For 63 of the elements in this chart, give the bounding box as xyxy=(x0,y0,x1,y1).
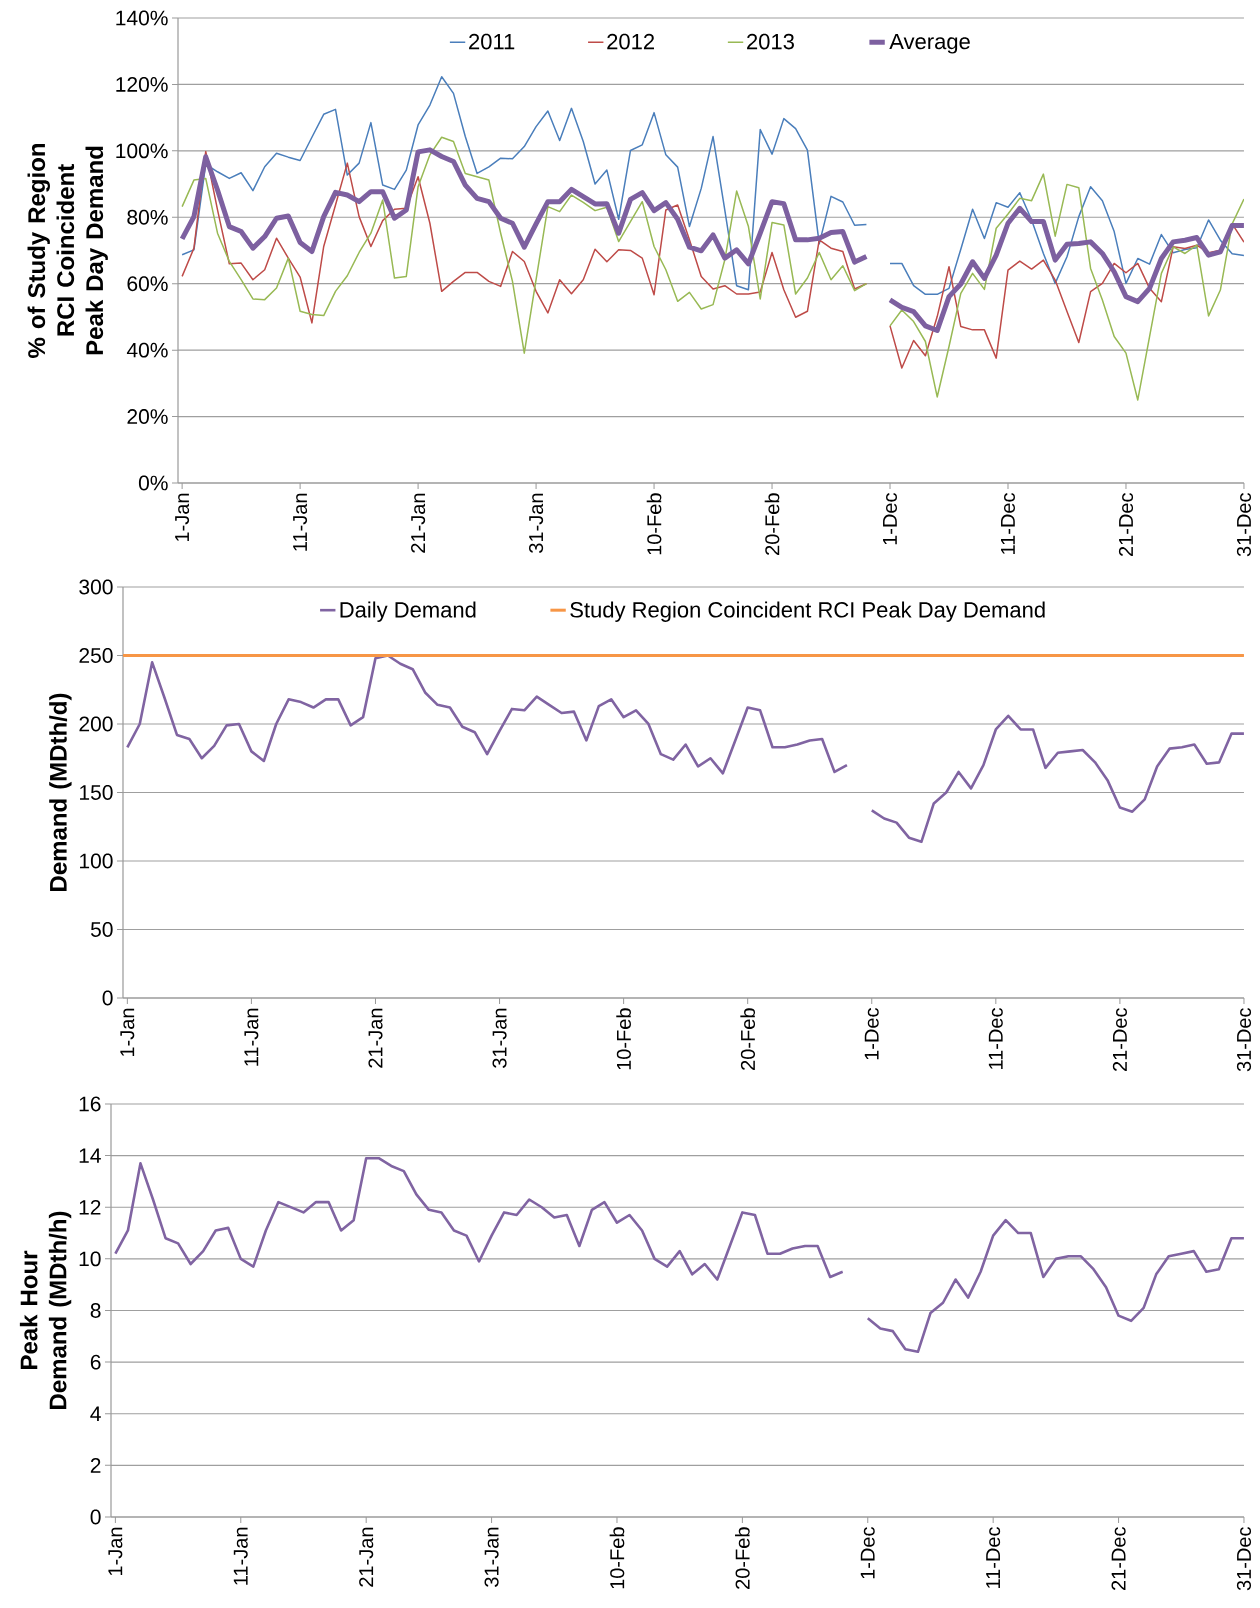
y-tick-label: 16 xyxy=(79,1096,101,1112)
legend-label: 2012 xyxy=(607,33,654,50)
y-tick-label: 250 xyxy=(79,648,113,663)
x-tick-label: 20-Feb xyxy=(735,1527,750,1589)
x-tick-label: 31-Dec xyxy=(1236,493,1252,557)
y-axis-title: Peak Hour Demand (MDth/h) xyxy=(19,1211,72,1409)
y-tick-label: 80% xyxy=(127,209,168,225)
x-tick-label: 21-Jan xyxy=(411,493,426,553)
x-tick-label: 21-Dec xyxy=(1111,1527,1126,1590)
x-tick-label: 31-Jan xyxy=(484,1527,499,1587)
x-tick-label: 21-Dec xyxy=(1112,1008,1127,1071)
y-tick-label: 50 xyxy=(90,922,113,937)
y-tick-label: 12 xyxy=(79,1199,101,1215)
x-tick-label: 1-Jan xyxy=(175,493,190,542)
x-tick-label: 21-Dec xyxy=(1118,493,1134,556)
x-tick-label: 1-Dec xyxy=(860,1527,875,1579)
y-tick-label: 120% xyxy=(116,76,168,92)
legend-label: 2013 xyxy=(747,33,794,50)
y-tick-label: 150 xyxy=(80,785,113,800)
x-tick-label: 11-Dec xyxy=(1001,493,1015,554)
x-tick-label: 21-Jan xyxy=(359,1527,374,1587)
y-tick-label: 40% xyxy=(126,342,168,358)
y-tick-label: 10 xyxy=(79,1251,101,1267)
y-axis-title: Demand (MDth/d) xyxy=(49,693,72,891)
x-tick-label: 11-Dec xyxy=(988,1008,1003,1069)
y-tick-label: 100% xyxy=(116,143,168,159)
y-tick-label: 0% xyxy=(138,475,168,491)
x-tick-label: 21-Jan xyxy=(368,1008,383,1068)
y-tick-label: 8 xyxy=(90,1303,101,1318)
legend-label: 2011 xyxy=(469,33,515,50)
x-tick-label: 11-Jan xyxy=(293,493,308,551)
x-tick-label: 10-Feb xyxy=(609,1527,625,1589)
x-tick-label: 1-Jan xyxy=(120,1008,135,1057)
y-axis-title: % of Study Region RCI Coincident Peak Day Demand xyxy=(27,144,108,358)
y-tick-label: 14 xyxy=(79,1148,101,1163)
y-tick-label: 0 xyxy=(90,1509,101,1525)
y-tick-label: 140% xyxy=(116,10,168,26)
x-tick-label: 1-Dec xyxy=(864,1008,879,1060)
y-tick-label: 300 xyxy=(79,579,113,595)
x-tick-label: 20-Feb xyxy=(740,1008,756,1070)
y-tick-label: 60% xyxy=(127,276,168,292)
x-tick-label: 20-Feb xyxy=(764,493,780,555)
legend-label: Average xyxy=(889,33,970,54)
y-tick-label: 0 xyxy=(102,990,113,1006)
x-tick-label: 10-Feb xyxy=(616,1008,631,1070)
x-tick-label: 31-Jan xyxy=(529,493,544,553)
x-tick-label: 10-Feb xyxy=(646,493,662,555)
y-tick-label: 200 xyxy=(79,716,113,732)
y-tick-label: 20% xyxy=(127,409,168,424)
y-tick-label: 2 xyxy=(90,1458,101,1473)
y-tick-label: 6 xyxy=(90,1354,101,1370)
legend-label: Study Region Coincident RCI Peak Day Demand xyxy=(570,601,1045,622)
x-tick-label: 1-Jan xyxy=(108,1527,123,1576)
legend-label: Daily Demand xyxy=(340,601,476,622)
y-tick-label: 4 xyxy=(90,1406,101,1421)
x-tick-label: 31-Jan xyxy=(492,1008,507,1068)
y-tick-label: 100 xyxy=(80,853,113,869)
x-tick-label: 11-Jan xyxy=(244,1008,259,1066)
x-tick-label: 31-Dec xyxy=(1236,1008,1252,1072)
x-tick-label: 11-Jan xyxy=(233,1527,248,1585)
x-tick-label: 11-Dec xyxy=(986,1527,1001,1588)
x-tick-label: 31-Dec xyxy=(1236,1527,1252,1591)
x-tick-label: 1-Dec xyxy=(883,493,897,545)
